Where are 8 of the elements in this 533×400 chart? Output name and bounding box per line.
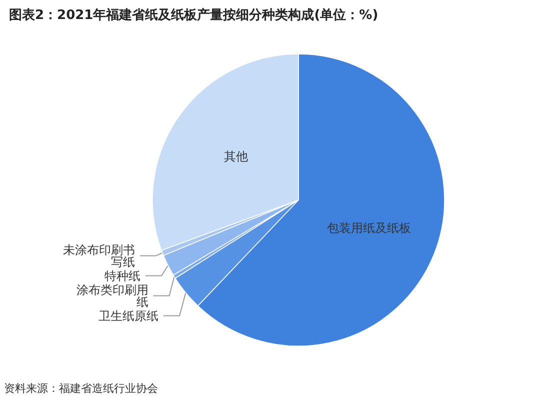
- slice-label: 未涂布印刷书写纸: [62, 242, 135, 269]
- slice-label: 其他: [224, 149, 248, 164]
- text: 资料来源：福建省造纸行业协会: [4, 382, 158, 395]
- slice-label: 涂布类印刷用纸: [76, 282, 148, 309]
- slice-label: 包装用纸及纸板: [327, 221, 412, 236]
- chart-title: 图表2：2021年福建省纸及纸板产量按细分种类构成(单位：%): [9, 7, 378, 23]
- slice-label: 卫生纸原纸: [98, 308, 159, 323]
- slice-label: 特种纸: [104, 268, 141, 283]
